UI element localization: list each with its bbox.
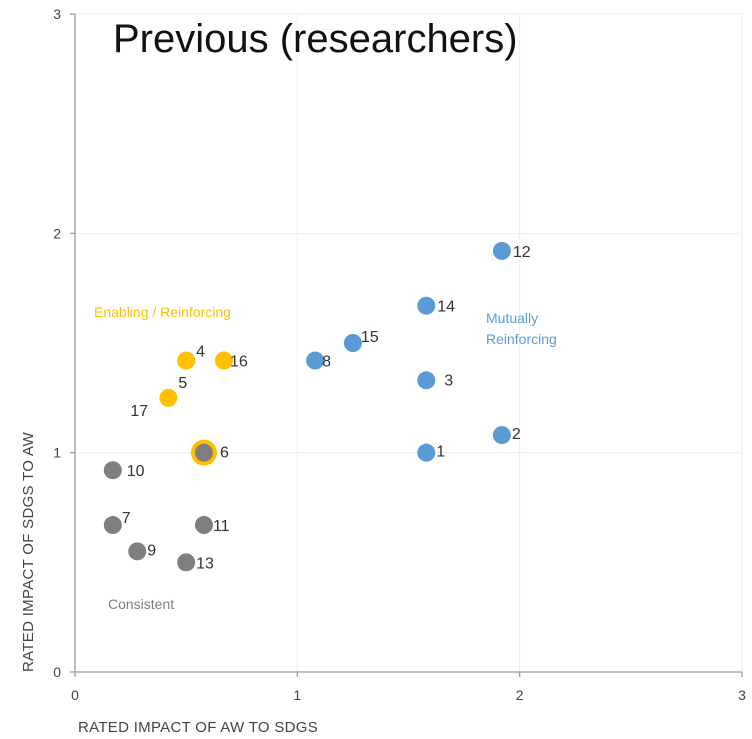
region-label-reinforcing: Reinforcing: [486, 331, 557, 347]
x-tick-label: 2: [516, 687, 524, 703]
region-labels: Enabling / Reinforcing Mutually Reinforc…: [94, 304, 557, 612]
point-5: [159, 388, 178, 407]
x-axis-label: RATED IMPACT OF AW TO SDGS: [78, 719, 318, 736]
point-label-3: 3: [444, 372, 453, 389]
point-label-7: 7: [122, 510, 131, 527]
point-6: [194, 443, 213, 462]
point-7: [103, 516, 122, 535]
point-label-12: 12: [513, 244, 531, 261]
point-label-6: 6: [220, 445, 229, 462]
region-label-mutually: Mutually: [486, 310, 538, 326]
point-label-11: 11: [213, 518, 230, 535]
point-10: [103, 461, 122, 480]
point-1: [417, 443, 436, 462]
point-13: [177, 553, 196, 572]
x-tick-label: 0: [71, 687, 79, 703]
point-15: [343, 334, 362, 352]
point-label-9: 9: [147, 542, 156, 559]
point-label-17: 17: [130, 403, 148, 420]
region-label-enabling: Enabling / Reinforcing: [94, 304, 231, 320]
grid: [75, 13, 743, 672]
point-label-14: 14: [437, 299, 455, 316]
y-tick-label: 1: [53, 445, 61, 461]
point-label-16: 16: [230, 354, 248, 371]
y-tick-label: 3: [53, 6, 61, 22]
point-label-1: 1: [436, 444, 445, 461]
point-label-15: 15: [361, 329, 379, 346]
point-label-5: 5: [178, 375, 187, 392]
point-8: [306, 351, 325, 370]
y-axis-label: RATED IMPACT OF SDGS TO AW: [20, 431, 37, 672]
point-label-4: 4: [196, 344, 205, 361]
point-3: [417, 371, 436, 390]
point-label-2: 2: [512, 426, 521, 443]
point-4: [177, 351, 196, 370]
point-label-8: 8: [322, 354, 331, 371]
point-9: [128, 542, 147, 561]
point-11: [194, 516, 213, 535]
y-tick-label: 2: [53, 225, 61, 241]
point-16: [214, 351, 233, 370]
x-tick-label: 3: [738, 687, 746, 703]
point-14: [417, 296, 436, 315]
axes: [74, 14, 742, 673]
point-12: [492, 241, 511, 260]
y-tick-label: 0: [53, 664, 61, 680]
chart-title: Previous (researchers): [113, 17, 518, 61]
point-label-10: 10: [127, 463, 145, 480]
point-2: [492, 426, 511, 445]
region-label-consistent: Consistent: [108, 596, 174, 612]
x-tick-label: 1: [293, 687, 301, 703]
point-label-13: 13: [196, 555, 214, 572]
